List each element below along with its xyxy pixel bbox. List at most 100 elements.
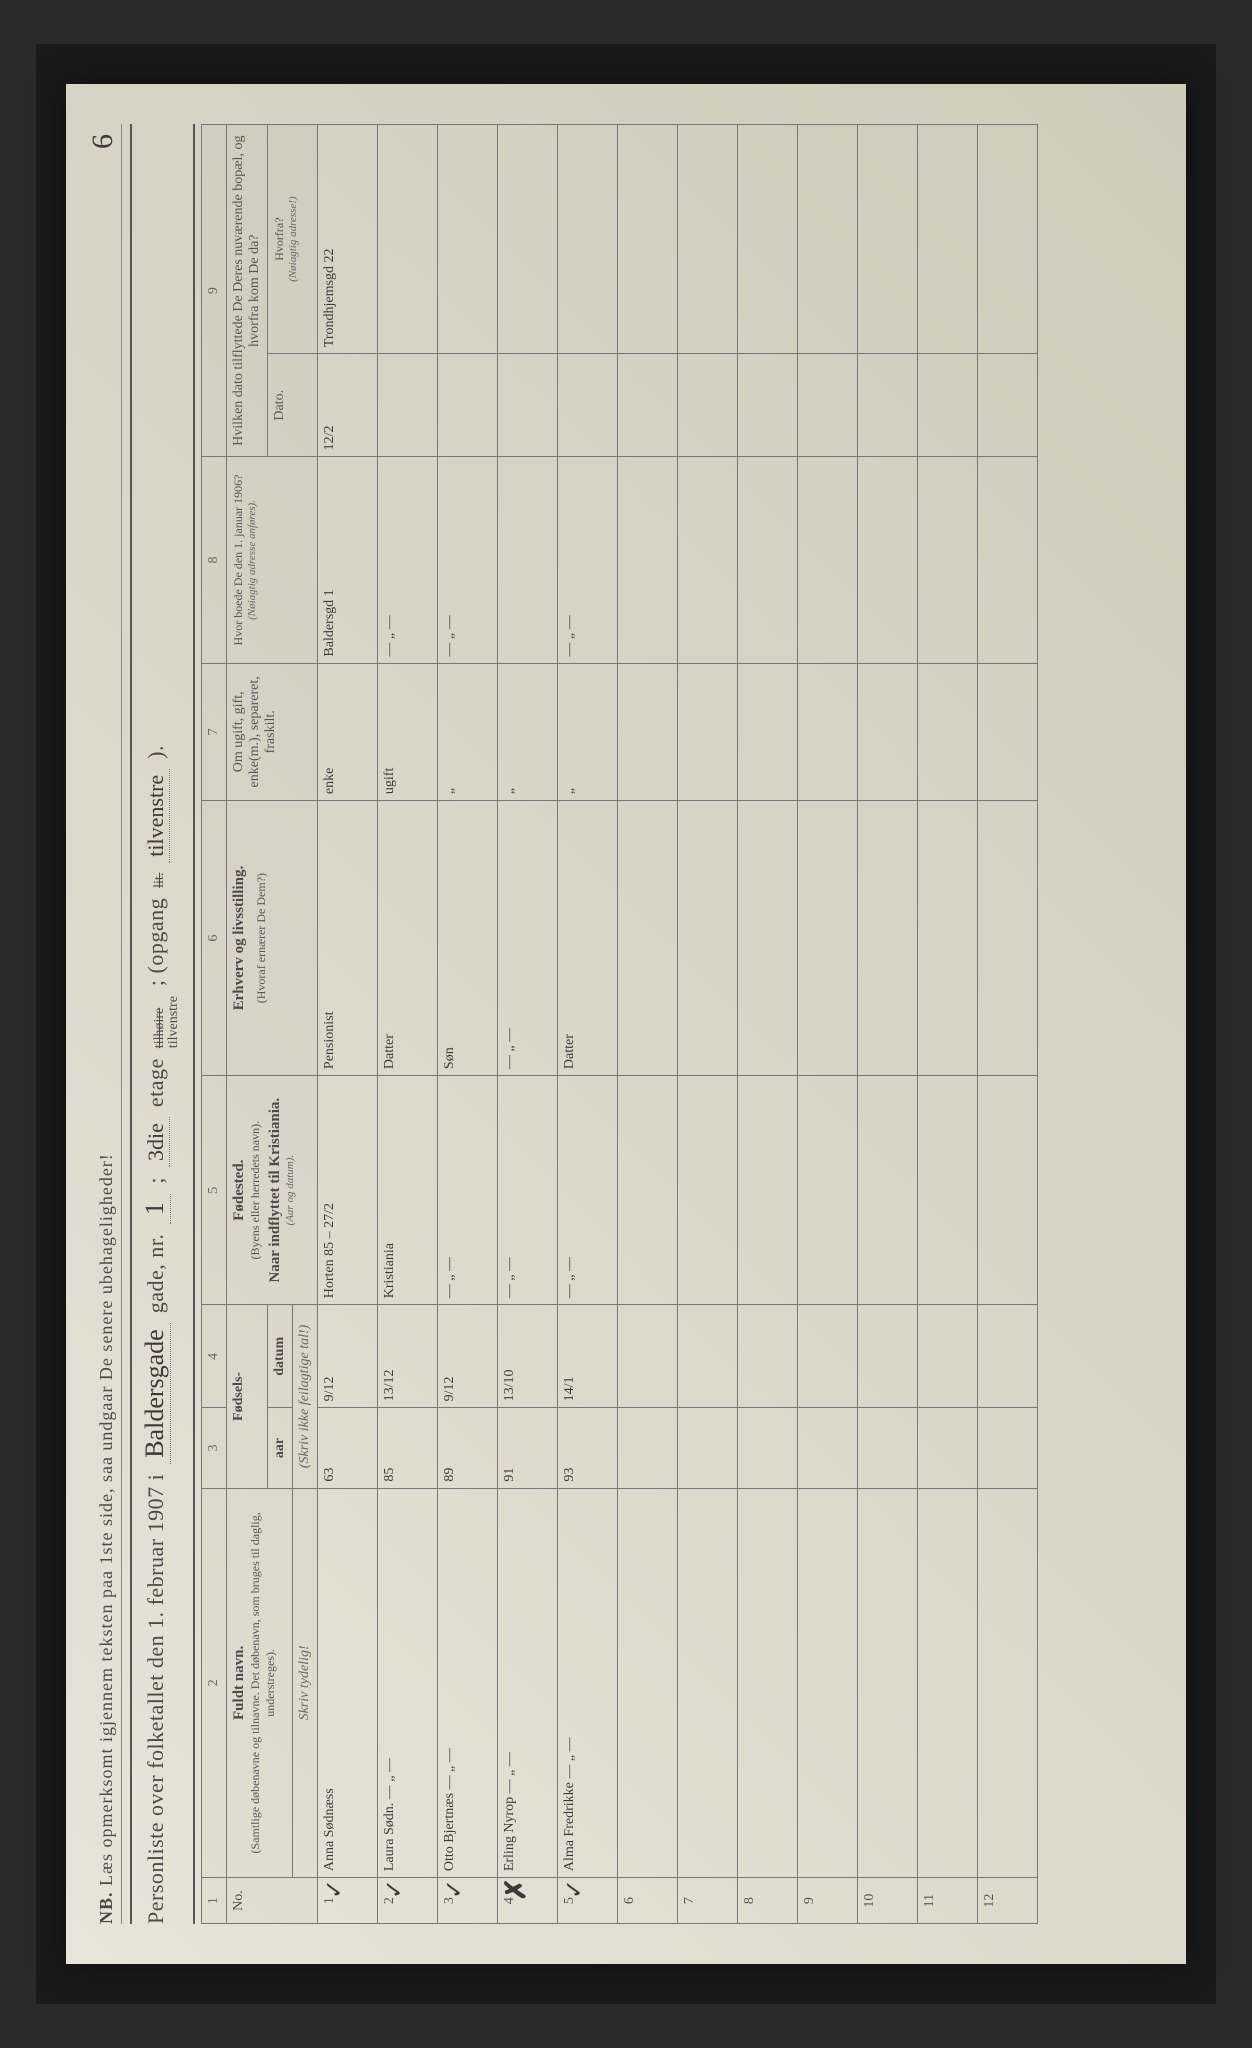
hdr-fodsels: Fødsels- bbox=[227, 1305, 268, 1488]
table-row: 8 bbox=[738, 125, 798, 1924]
cell-dato bbox=[558, 354, 618, 457]
cell-erhverv: Søn bbox=[438, 801, 498, 1076]
table-row: 7 bbox=[678, 125, 738, 1924]
cell-name bbox=[678, 1488, 738, 1878]
cell-from bbox=[678, 125, 738, 354]
cell-civil bbox=[918, 663, 978, 801]
cell-aar: 89 bbox=[438, 1408, 498, 1488]
cell-aar bbox=[858, 1408, 918, 1488]
cell-from bbox=[978, 125, 1038, 354]
cell-addr1906 bbox=[618, 457, 678, 663]
cell-erhverv: Pensionist bbox=[318, 801, 378, 1076]
cell-name: Laura Sødn. — „ — bbox=[378, 1488, 438, 1878]
table-header: 1 2 3 4 5 6 7 8 9 No. Fuldt navn. (Samtl… bbox=[202, 125, 318, 1924]
cell-fodested: — „ — bbox=[438, 1076, 498, 1305]
cell-datum: 9/12 bbox=[438, 1305, 498, 1408]
cell-dato bbox=[858, 354, 918, 457]
cell-erhverv: Datter bbox=[378, 801, 438, 1076]
hdr-datum: datum bbox=[268, 1305, 293, 1408]
cell-civil: „ bbox=[498, 663, 558, 801]
etage-label: etage bbox=[143, 1058, 169, 1107]
hdr-no: No. bbox=[227, 1878, 318, 1924]
street-number: 1 bbox=[140, 1194, 171, 1224]
table-row: 4Erling Nyrop — „ —9113/10— „ —— „ —„ bbox=[498, 125, 558, 1924]
table-row: 3Otto Bjertnæs — „ —899/12— „ —Søn„— „ — bbox=[438, 125, 498, 1924]
cell-from: Trondhjemsgd 22 bbox=[318, 125, 378, 354]
cell-dato bbox=[378, 354, 438, 457]
tilhoire-strike: tilhøire bbox=[153, 996, 167, 1048]
cell-name: Otto Bjertnæs — „ — bbox=[438, 1488, 498, 1878]
hdr-erhverv-main: Erhverv og livsstilling. bbox=[231, 866, 247, 1011]
hdr-from: Hvorfra? (Nøiagtig adresse!) bbox=[268, 125, 318, 354]
hdr-fodested-main: Fødested. bbox=[231, 1160, 247, 1221]
cell-from bbox=[618, 125, 678, 354]
cell-dato: 12/2 bbox=[318, 354, 378, 457]
cell-datum bbox=[858, 1305, 918, 1408]
cell-datum bbox=[978, 1305, 1038, 1408]
gade-nr-label: gade, nr. bbox=[143, 1234, 169, 1314]
cell-dato bbox=[738, 354, 798, 457]
page-number: 6 bbox=[86, 134, 120, 149]
cell-datum: 13/10 bbox=[498, 1305, 558, 1408]
cell-addr1906: — „ — bbox=[558, 457, 618, 663]
cell-name bbox=[978, 1488, 1038, 1878]
row-number: 10 bbox=[858, 1878, 918, 1924]
colnum-9: 9 bbox=[202, 125, 227, 457]
cell-dato bbox=[918, 354, 978, 457]
hdr-from-main: Hvorfra? bbox=[272, 131, 287, 347]
table-row: 10 bbox=[858, 125, 918, 1924]
cell-datum bbox=[798, 1305, 858, 1408]
cell-aar bbox=[738, 1408, 798, 1488]
table-row: 11 bbox=[918, 125, 978, 1924]
cell-erhverv bbox=[738, 801, 798, 1076]
title-close: ). bbox=[143, 745, 169, 759]
table-row: 6 bbox=[618, 125, 678, 1924]
cell-datum bbox=[618, 1305, 678, 1408]
hdr-name-sub: (Samtlige døbenavne og tilnavne. Det døb… bbox=[248, 1495, 278, 1872]
cell-erhverv bbox=[858, 801, 918, 1076]
hdr-erhverv-sub: (Hvoraf ernærer De Dem?) bbox=[254, 807, 269, 1069]
sep1: ; bbox=[143, 1177, 169, 1184]
cell-aar: 91 bbox=[498, 1408, 558, 1488]
hdr-name-tiny: Skriv tydelig! bbox=[293, 1488, 318, 1878]
title-left: Personliste over folketallet den 1. febr… bbox=[143, 1474, 169, 1924]
cell-erhverv bbox=[918, 801, 978, 1076]
cell-fodested: — „ — bbox=[558, 1076, 618, 1305]
table-row: 9 bbox=[798, 125, 858, 1924]
cell-aar bbox=[678, 1408, 738, 1488]
table-body: 1Anna Sødnæss639/12Horten 85 – 27/2Pensi… bbox=[318, 125, 1038, 1924]
cell-dato bbox=[438, 354, 498, 457]
opgang-label: ; (opgang bbox=[143, 898, 169, 986]
cell-datum: 14/1 bbox=[558, 1305, 618, 1408]
cell-datum bbox=[918, 1305, 978, 1408]
cell-civil bbox=[978, 663, 1038, 801]
cell-fodested bbox=[738, 1076, 798, 1305]
row-number: 12 bbox=[978, 1878, 1038, 1924]
cell-civil bbox=[618, 663, 678, 801]
nb-prefix: NB. bbox=[96, 1891, 116, 1924]
cell-dato bbox=[978, 354, 1038, 457]
colnum-3: 3 bbox=[202, 1408, 227, 1488]
cell-addr1906: — „ — bbox=[378, 457, 438, 663]
hdr-addr1906-sub: (Nøiagtig adresse anføres). bbox=[246, 463, 258, 656]
colnum-2: 2 bbox=[202, 1488, 227, 1878]
cell-erhverv bbox=[798, 801, 858, 1076]
cell-name bbox=[618, 1488, 678, 1878]
cell-from bbox=[498, 125, 558, 354]
row-number: 7 bbox=[678, 1878, 738, 1924]
cell-erhverv bbox=[618, 801, 678, 1076]
cell-addr1906: Baldersgd 1 bbox=[318, 457, 378, 663]
cell-addr1906 bbox=[678, 457, 738, 663]
hdr-dato: Dato. bbox=[268, 354, 318, 457]
table-row: 1Anna Sødnæss639/12Horten 85 – 27/2Pensi… bbox=[318, 125, 378, 1924]
cell-addr1906 bbox=[918, 457, 978, 663]
cell-erhverv: Datter bbox=[558, 801, 618, 1076]
row-number: 8 bbox=[738, 1878, 798, 1924]
hdr-fodsels-text: Fødsels- bbox=[231, 1372, 246, 1421]
cell-civil bbox=[678, 663, 738, 801]
cell-datum bbox=[738, 1305, 798, 1408]
row-number: 6 bbox=[618, 1878, 678, 1924]
hdr-erhverv: Erhverv og livsstilling. (Hvoraf ernærer… bbox=[227, 801, 318, 1076]
row-number: 11 bbox=[918, 1878, 978, 1924]
cell-fodested bbox=[918, 1076, 978, 1305]
